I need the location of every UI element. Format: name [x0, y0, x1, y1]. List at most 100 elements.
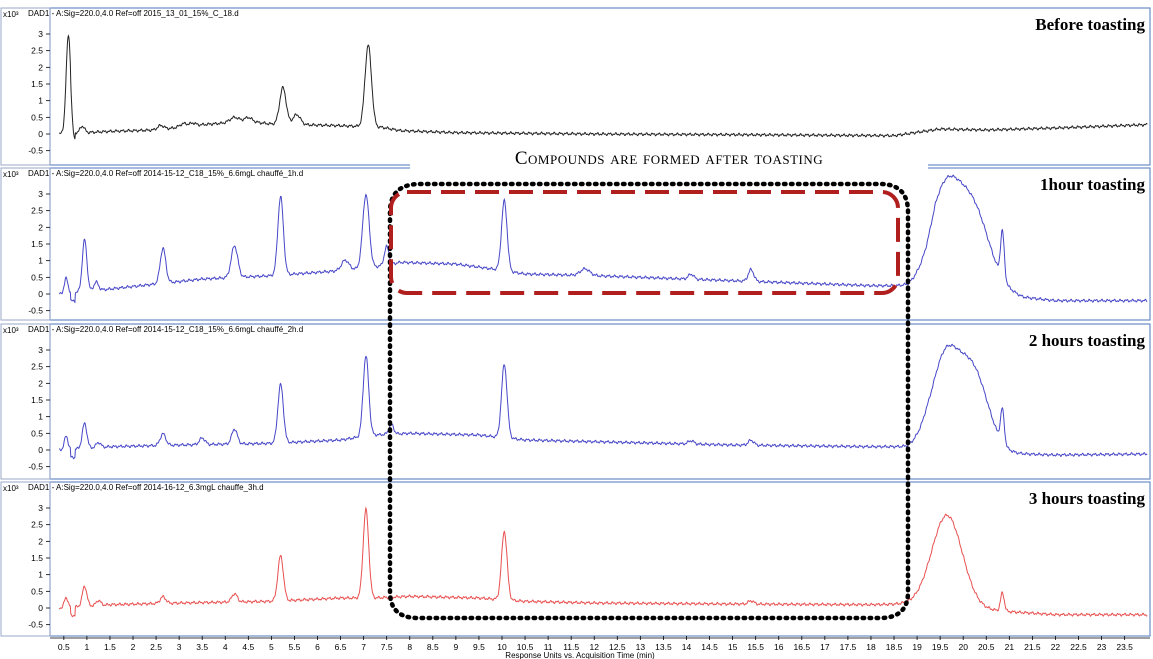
x-tick-label: 16: [774, 642, 784, 652]
y-tick-label: 2.5: [31, 362, 43, 372]
panel-left-gutter: [0, 481, 51, 637]
y-unit-label: x10³: [3, 170, 19, 179]
y-tick-label: 0.5: [31, 586, 43, 596]
x-tick-label: 19: [912, 642, 922, 652]
x-tick-label: 6: [315, 642, 320, 652]
series-trace: [59, 343, 1148, 460]
x-tick-label: 8: [407, 642, 412, 652]
panel-2: DAD1 - A:Sig=220.0,4.0 Ref=off 2014-15-1…: [0, 167, 1151, 321]
x-tick-label: 12: [590, 642, 600, 652]
x-tick-label: 4.5: [242, 642, 254, 652]
x-tick-label: 2.5: [150, 642, 162, 652]
x-tick-label: 12.5: [609, 642, 626, 652]
panel-header: DAD1 - A:Sig=220.0,4.0 Ref=off 2015_13_0…: [28, 9, 239, 18]
y-tick-label: 3: [38, 345, 43, 355]
x-tick-label: 19.5: [932, 642, 949, 652]
y-tick-label: -0.5: [28, 306, 43, 316]
x-tick-label: 18.5: [886, 642, 903, 652]
y-tick-label: 2: [38, 378, 43, 388]
panel-4: DAD1 - A:Sig=220.0,4.0 Ref=off 2014-16-1…: [0, 481, 1151, 637]
x-tick-label: 6.5: [335, 642, 347, 652]
y-tick-label: 1: [38, 412, 43, 422]
y-tick-label: 1.5: [31, 239, 43, 249]
x-tick-label: 22: [1051, 642, 1061, 652]
x-tick-label: 10.5: [517, 642, 534, 652]
y-tick-label: 1.5: [31, 395, 43, 405]
y-tick-label: 0.5: [31, 112, 43, 122]
y-tick-label: 0.5: [31, 272, 43, 282]
overlays-group: Compounds are formed after toasting Resp…: [387, 144, 928, 659]
x-tick-label: 17: [820, 642, 830, 652]
y-tick-label: 0: [38, 129, 43, 139]
panel-header: DAD1 - A:Sig=220.0,4.0 Ref=off 2014-15-1…: [28, 169, 303, 178]
y-tick-label: 2: [38, 222, 43, 232]
panel-title: 3 hours toasting: [1029, 489, 1146, 508]
x-tick-label: 1: [85, 642, 90, 652]
y-unit-label: x10³: [3, 326, 19, 335]
panels-group: DAD1 - A:Sig=220.0,4.0 Ref=off 2015_13_0…: [0, 7, 1151, 637]
x-tick-label: 23: [1097, 642, 1107, 652]
y-unit-label: x10³: [3, 484, 19, 493]
panel-frame: [49, 481, 1151, 637]
annotation-banner: Compounds are formed after toasting: [515, 148, 823, 169]
x-tick-label: 0.5: [58, 642, 70, 652]
x-tick-label: 20: [958, 642, 968, 652]
y-tick-label: 3: [38, 29, 43, 39]
y-tick-label: 3: [38, 189, 43, 199]
y-tick-label: 1.5: [31, 79, 43, 89]
y-tick-label: -0.5: [28, 462, 43, 472]
x-tick-label: 11: [544, 642, 553, 652]
y-tick-label: 0: [38, 289, 43, 299]
y-tick-label: 0: [38, 445, 43, 455]
y-tick-label: 1.5: [31, 553, 43, 563]
y-tick-label: 2.5: [31, 46, 43, 56]
x-tick-label: 4: [223, 642, 228, 652]
series-trace: [58, 506, 1148, 618]
panel-header: DAD1 - A:Sig=220.0,4.0 Ref=off 2014-16-1…: [28, 483, 264, 492]
panel-3: DAD1 - A:Sig=220.0,4.0 Ref=off 2014-15-1…: [0, 323, 1151, 480]
x-tick-label: 13.5: [655, 642, 672, 652]
toasting-region-box: [387, 181, 911, 621]
annotation-banner-bg: [410, 144, 928, 170]
x-tick-label: 15.5: [747, 642, 764, 652]
x-tick-label: 7: [361, 642, 366, 652]
y-tick-label: -0.5: [28, 146, 43, 156]
new-compounds-highlight-box: [389, 190, 900, 295]
x-tick-label: 1.5: [104, 642, 116, 652]
panel-frame: [49, 7, 1151, 166]
x-tick-label: 8.5: [427, 642, 439, 652]
x-tick-label: 22.5: [1070, 642, 1087, 652]
x-tick-label: 15: [728, 642, 738, 652]
y-tick-label: 1: [38, 570, 43, 580]
y-tick-label: 2.5: [31, 206, 43, 216]
series-trace: [58, 34, 1148, 140]
x-tick-label: 3.5: [196, 642, 208, 652]
panel-title: Before toasting: [1035, 15, 1145, 34]
x-tick-label: 7.5: [381, 642, 393, 652]
panel-left-gutter: [0, 7, 51, 166]
x-tick-label: 17.5: [840, 642, 857, 652]
panel-title: 1hour toasting: [1040, 175, 1146, 194]
y-unit-label: x10³: [3, 10, 19, 19]
y-tick-label: 1: [38, 96, 43, 106]
x-tick-label: 10: [497, 642, 507, 652]
x-tick-label: 14: [682, 642, 692, 652]
x-axis-label: Response Units vs. Acquisition Time (min…: [505, 651, 655, 659]
panel-title: 2 hours toasting: [1029, 331, 1146, 350]
y-tick-label: 2: [38, 62, 43, 72]
panel-left-gutter: [0, 323, 51, 480]
x-axis: 0.5 1 1.5 2 2.5 3 3.5 4 4.5 5 5.5 6 6.5 7 7.5 8 8.5 9 9.5 1…: [50, 636, 1150, 652]
y-tick-label: 0: [38, 603, 43, 613]
x-tick-label: 20.5: [978, 642, 995, 652]
x-tick-label: 21.5: [1024, 642, 1041, 652]
panel-1: DAD1 - A:Sig=220.0,4.0 Ref=off 2015_13_0…: [0, 7, 1151, 166]
y-tick-label: 3: [38, 503, 43, 513]
y-tick-label: 2: [38, 536, 43, 546]
panel-header: DAD1 - A:Sig=220.0,4.0 Ref=off 2014-15-1…: [28, 325, 303, 334]
x-tick-label: 16.5: [794, 642, 811, 652]
series-trace: [58, 174, 1148, 304]
y-tick-label: 2.5: [31, 520, 43, 530]
x-tick-label: 5: [269, 642, 274, 652]
x-tick-label: 9: [454, 642, 459, 652]
